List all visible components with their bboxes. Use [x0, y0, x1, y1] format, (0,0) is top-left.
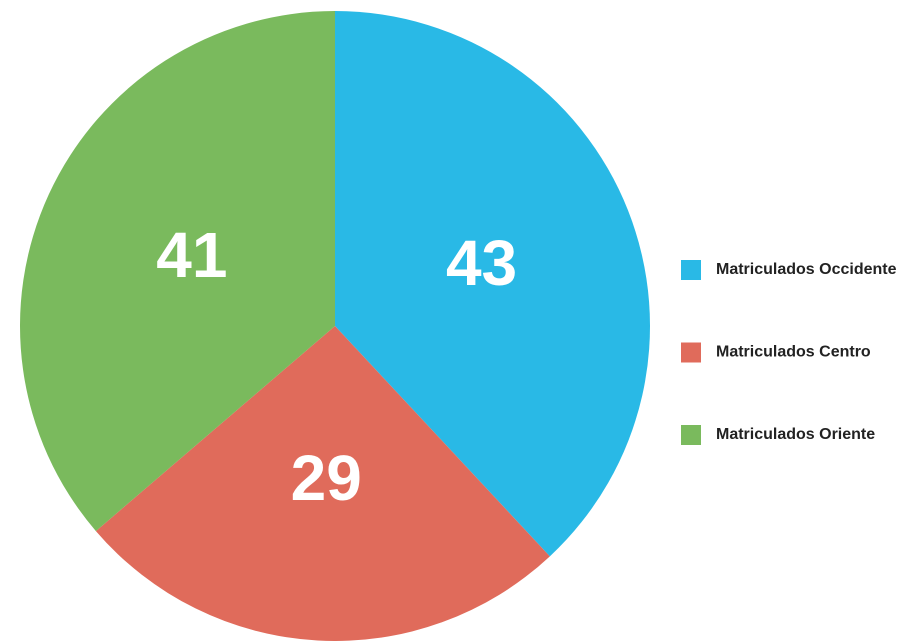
legend-swatch [681, 342, 701, 363]
data-label: 41 [156, 219, 227, 291]
legend-label: Matriculados Oriente [716, 426, 875, 443]
legend-swatch [681, 260, 701, 280]
data-label: 29 [291, 442, 362, 514]
pie-slice [95, 326, 550, 641]
legend-label: Matriculados Occidente [716, 261, 897, 278]
data-label: 43 [446, 227, 517, 299]
pie-slice [20, 11, 336, 532]
pie-slice [335, 11, 651, 557]
legend-label: Matriculados Centro [716, 344, 871, 361]
legend-swatch [681, 425, 701, 445]
